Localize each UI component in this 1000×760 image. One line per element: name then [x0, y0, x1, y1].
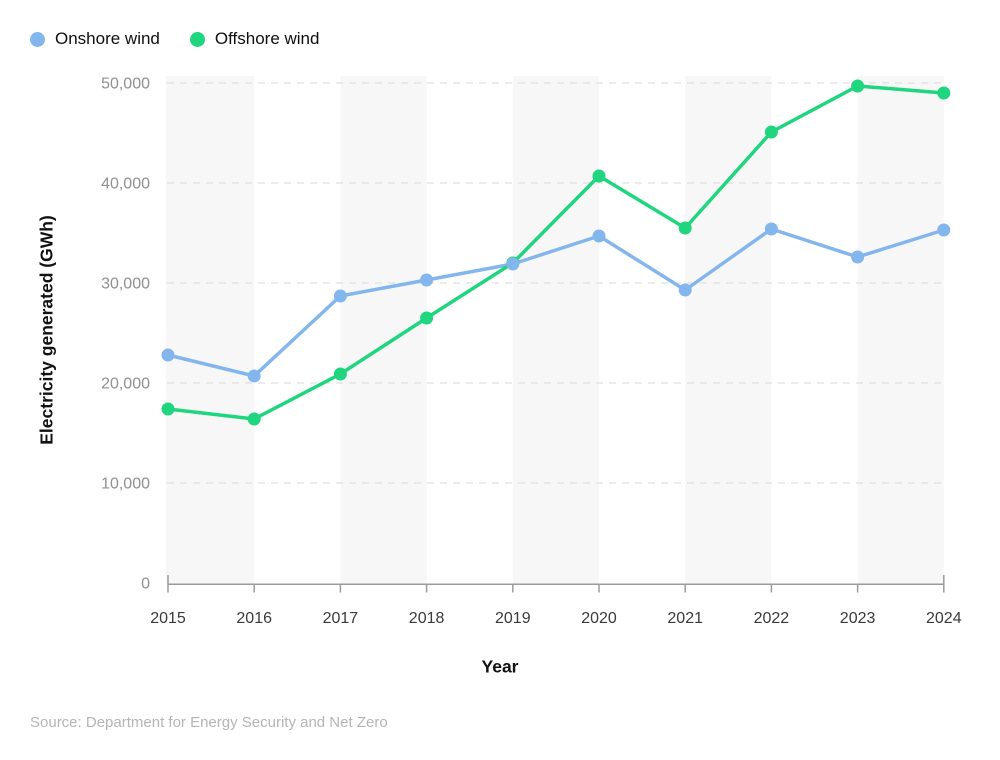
x-tick-label: 2019 [495, 610, 531, 627]
y-tick-label: 0 [141, 576, 150, 593]
x-tick-label: 2016 [236, 610, 272, 627]
legend-item-onshore-wind[interactable]: Onshore wind [30, 29, 160, 49]
data-point-onshore-2020 [592, 229, 606, 243]
data-point-offshore-2023 [851, 79, 865, 93]
x-tick-label: 2021 [667, 610, 703, 627]
x-tick-label: 2022 [754, 610, 790, 627]
x-tick-label: 2020 [581, 610, 617, 627]
plot-band [340, 76, 427, 584]
x-axis-title: Year [481, 656, 519, 677]
x-tick-label: 2018 [409, 610, 445, 627]
data-point-onshore-2016 [247, 369, 261, 383]
y-tick-label: 30,000 [101, 276, 150, 293]
data-point-onshore-2015 [161, 348, 175, 362]
chart-legend: Onshore wind Offshore wind [30, 29, 319, 49]
x-tick-label: 2024 [926, 610, 962, 627]
data-point-onshore-2024 [937, 223, 951, 237]
data-point-offshore-2018 [420, 311, 434, 325]
data-point-offshore-2017 [333, 367, 347, 381]
data-point-offshore-2024 [937, 86, 951, 100]
line-onshore-wind [166, 227, 946, 378]
data-point-onshore-2017 [333, 289, 347, 303]
source-attribution: Source: Department for Energy Security a… [30, 714, 388, 731]
data-point-offshore-2016 [247, 412, 261, 426]
legend-swatch-offshore-icon [189, 31, 205, 47]
data-point-onshore-2018 [420, 273, 434, 287]
plot-band [166, 76, 255, 584]
y-tick-label: 50,000 [101, 76, 150, 93]
y-tick-label: 20,000 [101, 376, 150, 393]
y-tick-label: 40,000 [101, 176, 150, 193]
legend-item-offshore-wind[interactable]: Offshore wind [189, 29, 320, 49]
plot-band [512, 76, 599, 584]
y-axis-title: Electricity generated (GWh) [36, 215, 57, 445]
data-point-onshore-2021 [678, 283, 692, 297]
x-tick-label: 2023 [840, 610, 876, 627]
legend-label-offshore: Offshore wind [214, 29, 320, 48]
data-point-offshore-2021 [678, 221, 692, 235]
legend-swatch-onshore-icon [30, 31, 45, 47]
line-offshore-wind [166, 84, 946, 421]
y-tick-label: 10,000 [101, 476, 150, 493]
x-axis-line [167, 575, 945, 585]
plot-band [857, 76, 944, 584]
data-point-offshore-2020 [592, 169, 606, 183]
data-point-onshore-2022 [764, 222, 778, 236]
x-tick-label: 2017 [323, 610, 359, 627]
data-point-onshore-2019 [506, 257, 520, 271]
legend-label-onshore: Onshore wind [55, 29, 160, 48]
data-point-offshore-2022 [764, 125, 778, 139]
data-point-onshore-2023 [851, 250, 865, 264]
data-point-offshore-2015 [161, 402, 175, 416]
plot-band [685, 76, 772, 584]
x-tick-label: 2015 [150, 610, 186, 627]
